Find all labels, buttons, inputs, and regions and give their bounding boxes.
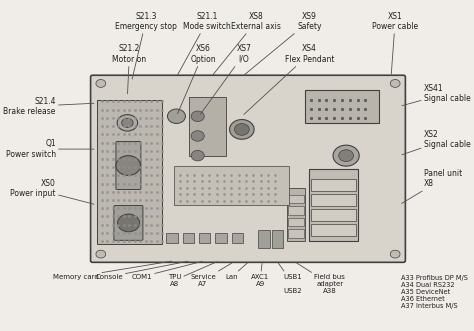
Text: XS41
Signal cable: XS41 Signal cable [402, 84, 471, 106]
Bar [311, 194, 356, 206]
Circle shape [191, 150, 204, 161]
Bar [287, 188, 305, 241]
Bar [199, 233, 210, 243]
Bar [174, 166, 289, 205]
Text: TPU
A8: TPU A8 [168, 262, 217, 287]
Bar [189, 97, 226, 156]
Bar [97, 100, 162, 244]
Text: XS6
Option: XS6 Option [178, 44, 216, 114]
Text: AXC1
A9: AXC1 A9 [251, 263, 269, 287]
Text: XS7
I/O: XS7 I/O [201, 44, 251, 114]
Bar [305, 90, 379, 123]
Circle shape [390, 250, 400, 258]
Bar [289, 195, 304, 203]
Bar [258, 229, 270, 248]
Circle shape [96, 250, 106, 258]
Text: COM1: COM1 [131, 261, 202, 280]
Text: Panel unit
X8: Panel unit X8 [401, 169, 462, 204]
Text: Q1
Power switch: Q1 Power switch [6, 139, 94, 159]
FancyBboxPatch shape [116, 142, 141, 189]
Circle shape [96, 79, 106, 87]
FancyBboxPatch shape [114, 206, 143, 240]
Text: S21.4
Brake release: S21.4 Brake release [3, 97, 94, 116]
Bar [272, 229, 283, 248]
Circle shape [118, 214, 140, 232]
Circle shape [167, 109, 185, 123]
Text: USB1

USB2: USB1 USB2 [278, 263, 302, 294]
Text: XS0
Power input: XS0 Power input [10, 179, 94, 204]
Text: A33 Profibus DP M/S
A34 Dual RS232
A35 DeviceNet
A36 Ethernet
A37 Interbus M/S: A33 Profibus DP M/S A34 Dual RS232 A35 D… [401, 275, 468, 309]
Text: XS2
Signal cable: XS2 Signal cable [402, 129, 471, 155]
Text: Field bus
adapter
A38: Field bus adapter A38 [295, 262, 345, 294]
Bar [166, 233, 178, 243]
Text: Memory card: Memory card [54, 261, 172, 280]
Text: S21.1
Mode switch: S21.1 Mode switch [178, 12, 231, 74]
Circle shape [235, 123, 249, 135]
Bar [311, 209, 356, 221]
Circle shape [116, 156, 140, 175]
Bar [310, 169, 358, 241]
Bar [289, 206, 304, 215]
Circle shape [339, 150, 354, 162]
Bar [215, 233, 227, 243]
FancyBboxPatch shape [91, 75, 405, 262]
Bar [182, 233, 194, 243]
Bar [289, 218, 304, 226]
Text: XS4
Flex Pendant: XS4 Flex Pendant [244, 44, 334, 115]
Text: S21.3
Emergency stop: S21.3 Emergency stop [115, 12, 177, 79]
Text: Service
A7: Service A7 [190, 262, 233, 287]
Bar [311, 224, 356, 236]
Bar [311, 179, 356, 191]
Text: Console: Console [95, 261, 188, 280]
Circle shape [390, 79, 400, 87]
Bar [232, 233, 243, 243]
Circle shape [333, 145, 359, 166]
Circle shape [229, 119, 254, 139]
Text: S21.2
Motor on: S21.2 Motor on [112, 44, 146, 94]
Text: XS9
Safety: XS9 Safety [244, 12, 321, 75]
Text: XS8
External axis: XS8 External axis [213, 12, 281, 75]
Text: XS1
Power cable: XS1 Power cable [372, 12, 418, 74]
Circle shape [191, 131, 204, 141]
Circle shape [191, 111, 204, 121]
Text: Lan: Lan [225, 262, 248, 280]
Circle shape [122, 118, 133, 127]
Bar [289, 229, 304, 238]
Circle shape [117, 115, 137, 131]
